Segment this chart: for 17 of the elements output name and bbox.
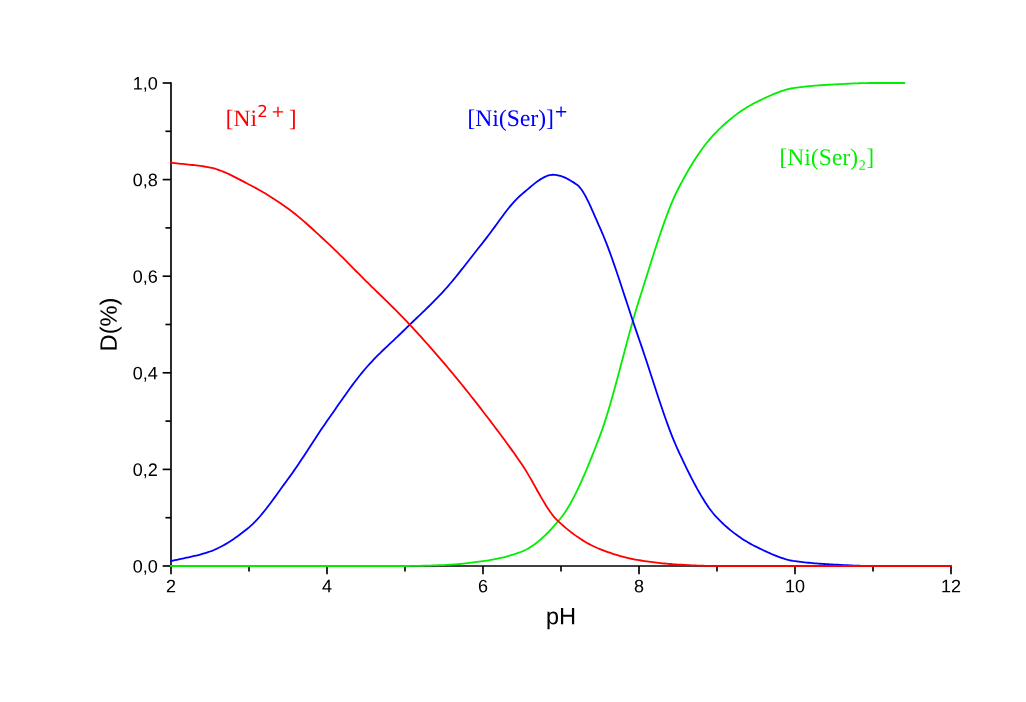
y-tick-label: 1,0 [134,76,158,92]
text: [Ni(Ser)₂] [781,148,873,170]
x-tick-label: 10 [786,579,805,593]
y-axis-title: D(%) [99,299,122,350]
x-tick-label: 8 [634,579,644,593]
series-label: [Ni(Ser)]$^{+}$ [469,106,567,131]
x-tick-label: 6 [478,579,488,593]
x-tick-label: 2 [166,579,176,593]
x-axis-title: pH [547,608,575,630]
y-tick-label: 0,4 [133,366,158,382]
series-label: [Ni$^{2+}$] [227,104,295,130]
x-tick-label: 12 [942,579,961,593]
y-tick-label: 0,8 [133,173,158,189]
y-tick-label: 0,0 [133,559,158,575]
y-tick-label: 0,2 [133,463,157,479]
x-tick-label: 4 [322,579,332,593]
y-tick-label: 0,6 [133,270,158,286]
